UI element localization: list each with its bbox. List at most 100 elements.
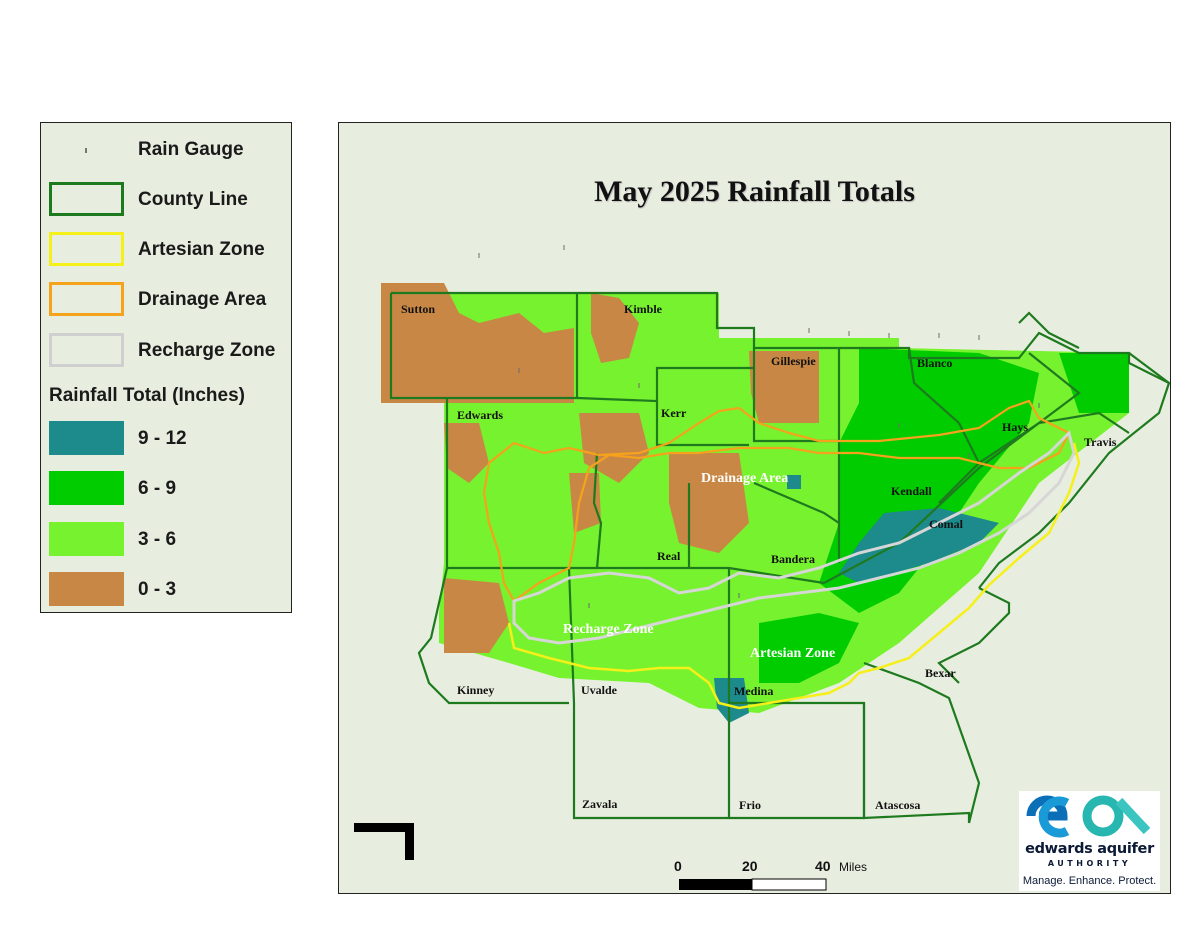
scale-unit-label: Miles <box>839 860 868 874</box>
county-boundary <box>655 348 756 401</box>
county-boundary <box>862 703 971 823</box>
county-label-bandera: Bandera <box>771 552 815 566</box>
county-boundary <box>978 352 1170 589</box>
county-label-real: Real <box>657 549 681 563</box>
recharge-zone-swatch <box>49 333 124 367</box>
artesian-zone-swatch <box>49 232 124 266</box>
county-label-kerr: Kerr <box>661 406 687 420</box>
zone-labels: Drainage Area Recharge Zone Artesian Zon… <box>563 471 835 661</box>
zone-label-recharge-zone: Recharge Zone <box>563 622 654 637</box>
county-boundary <box>389 293 579 400</box>
logo-subtitle: AUTHORITY <box>1047 859 1132 868</box>
county-label-blanco: Blanco <box>917 356 952 370</box>
scale-tick-label: 20 <box>742 858 758 874</box>
county-boundary <box>752 348 841 443</box>
raster-zero-to-three <box>591 293 639 363</box>
county-boundary <box>1018 311 1080 349</box>
legend-class-9-12: 9 - 12 <box>41 419 291 459</box>
legend-label: Rain Gauge <box>138 139 244 160</box>
county-label-medina: Medina <box>734 684 773 698</box>
legend-class-0-3: 0 - 3 <box>41 570 291 610</box>
drainage-area-swatch <box>49 282 124 316</box>
county-boundary <box>592 452 603 569</box>
legend-label: Artesian Zone <box>138 239 265 260</box>
raster-nine-to-twelve <box>787 475 801 489</box>
county-label-gillespie: Gillespie <box>771 354 816 368</box>
legend-item-rain-gauge: Rain Gauge <box>41 130 291 170</box>
county-boundary <box>447 566 825 585</box>
rainfall-swatch <box>49 572 124 606</box>
legend-item-county-line: County Line <box>41 180 291 220</box>
legend-class-6-9: 6 - 9 <box>41 469 291 509</box>
map-canvas: Sutton Kimble Gillespie Blanco Edwards K… <box>354 245 1170 891</box>
rainfall-swatch <box>49 522 124 556</box>
legend-label: Drainage Area <box>138 289 267 310</box>
raster-six-to-nine <box>759 613 859 683</box>
county-boundary <box>863 661 981 824</box>
legend-label: Recharge Zone <box>138 340 276 361</box>
map-title: May 2025 Rainfall Totals <box>594 175 915 208</box>
corner-marker-icon <box>354 823 414 860</box>
rain-gauges <box>478 245 1040 608</box>
county-label-zavala: Zavala <box>582 797 617 811</box>
scale-bar-segment <box>679 879 752 890</box>
legend-label: 3 - 6 <box>138 529 177 550</box>
recharge-zone-outline <box>512 430 1076 645</box>
raster-nine-to-twelve <box>714 678 749 723</box>
logo-tagline: Manage. Enhance. Protect. <box>1022 875 1157 887</box>
county-label-kinney: Kinney <box>457 683 494 697</box>
map-legend: Rain Gauge County Line Artesian Zone Dra… <box>40 122 292 613</box>
raster-zero-to-three <box>444 578 509 653</box>
eaa-logo: edwards aquifer AUTHORITY Manage. Enhanc… <box>1019 791 1160 891</box>
county-boundary <box>907 347 980 464</box>
county-boundary <box>938 411 1130 504</box>
scale-tick-label: 40 <box>815 858 831 874</box>
county-label-kendall: Kendall <box>891 484 932 498</box>
legend-label: County Line <box>138 189 248 210</box>
logo-name: edwards aquifer <box>1025 841 1154 857</box>
legend-label: 6 - 9 <box>138 478 177 499</box>
scale-tick-label: 0 <box>674 858 682 874</box>
county-label-sutton: Sutton <box>401 302 435 316</box>
county-label-bexar: Bexar <box>925 666 956 680</box>
eaa-logo-mark-icon <box>1026 795 1151 838</box>
zone-label-artesian-zone: Artesian Zone <box>750 646 835 661</box>
county-label-edwards: Edwards <box>457 408 503 422</box>
map-frame: Sutton Kimble Gillespie Blanco Edwards K… <box>338 122 1171 894</box>
raster-zero-to-three <box>381 283 574 403</box>
county-label-frio: Frio <box>739 798 761 812</box>
county-labels: Sutton Kimble Gillespie Blanco Edwards K… <box>401 302 1117 812</box>
county-label-atascosa: Atascosa <box>875 798 920 812</box>
county-boundary <box>937 587 1011 684</box>
county-label-travis: Travis <box>1084 435 1117 449</box>
legend-item-drainage-area: Drainage Area <box>41 280 291 320</box>
county-lines <box>389 291 1170 824</box>
county-label-uvalde: Uvalde <box>581 683 618 697</box>
county-boundary <box>823 352 1081 584</box>
zone-label-drainage-area: Drainage Area <box>701 471 788 486</box>
scale-bar-segment <box>751 878 827 891</box>
legend-class-3-6: 3 - 6 <box>41 520 291 560</box>
county-boundary <box>576 396 749 447</box>
legend-label: 9 - 12 <box>138 428 187 449</box>
legend-label: 0 - 3 <box>138 579 177 600</box>
raster-six-to-nine <box>1059 353 1129 413</box>
raster-zero-to-three <box>749 351 819 423</box>
raster-nine-to-twelve <box>839 508 999 583</box>
county-boundary <box>753 481 840 524</box>
artesian-zone-outline <box>507 442 1081 710</box>
county-boundary <box>567 567 731 820</box>
county-label-comal: Comal <box>929 517 964 531</box>
rain-gauge-icon <box>49 132 124 166</box>
county-label-kimble: Kimble <box>624 302 663 316</box>
legend-item-recharge-zone: Recharge Zone <box>41 331 291 371</box>
rainfall-swatch <box>49 471 124 505</box>
legend-rainfall-title: Rainfall Total (Inches) <box>49 385 246 406</box>
county-label-hays: Hays <box>1002 420 1028 434</box>
drainage-area-outline <box>482 399 1071 603</box>
raster-zero-to-three <box>444 423 489 483</box>
rainfall-swatch <box>49 421 124 455</box>
scale-bar <box>679 878 827 891</box>
county-line-swatch <box>49 182 124 216</box>
legend-item-artesian-zone: Artesian Zone <box>41 230 291 270</box>
